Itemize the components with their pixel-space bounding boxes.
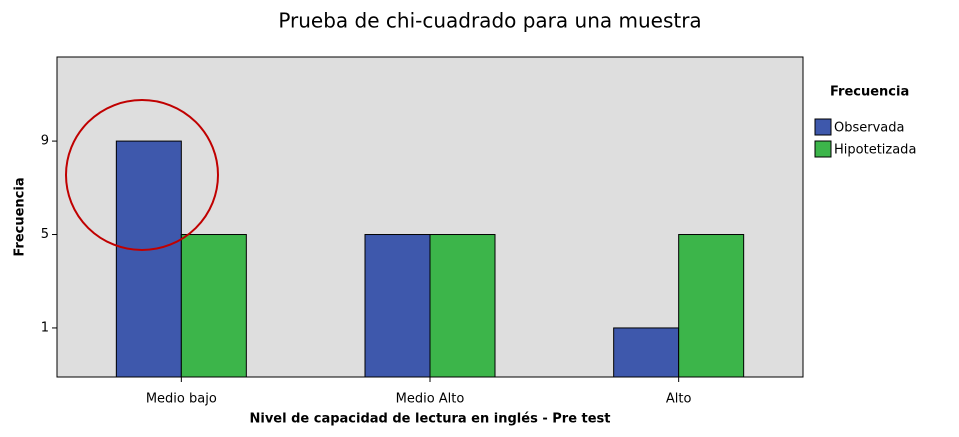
legend-swatch (814, 118, 832, 136)
chart-title: Prueba de chi-cuadrado para una muestra (278, 9, 701, 33)
bar (678, 234, 745, 378)
x-tick-label: Medio bajo (146, 392, 217, 407)
y-tick-label: 9 (41, 134, 49, 149)
x-tick-label: Alto (666, 392, 692, 407)
legend-swatch (814, 140, 832, 158)
x-axis-label: Nivel de capacidad de lectura en inglés … (249, 412, 610, 427)
bar (115, 140, 182, 378)
y-axis-label: Frecuencia (13, 177, 28, 256)
highlight-circle (65, 99, 219, 251)
y-tick-label: 1 (41, 320, 49, 335)
bar (429, 234, 496, 378)
bar (180, 234, 247, 378)
bar (364, 234, 431, 378)
marks: 1 5 9 Medio bajo Medio Alto Alto Observada Hipo… (41, 118, 916, 407)
bar (613, 327, 680, 378)
legend-label: Observada (834, 121, 904, 136)
x-tick-label: Medio Alto (396, 392, 465, 407)
y-tick-label: 5 (41, 227, 49, 242)
legend-title: Frecuencia (830, 85, 909, 100)
legend-label: Hipotetizada (834, 143, 916, 158)
